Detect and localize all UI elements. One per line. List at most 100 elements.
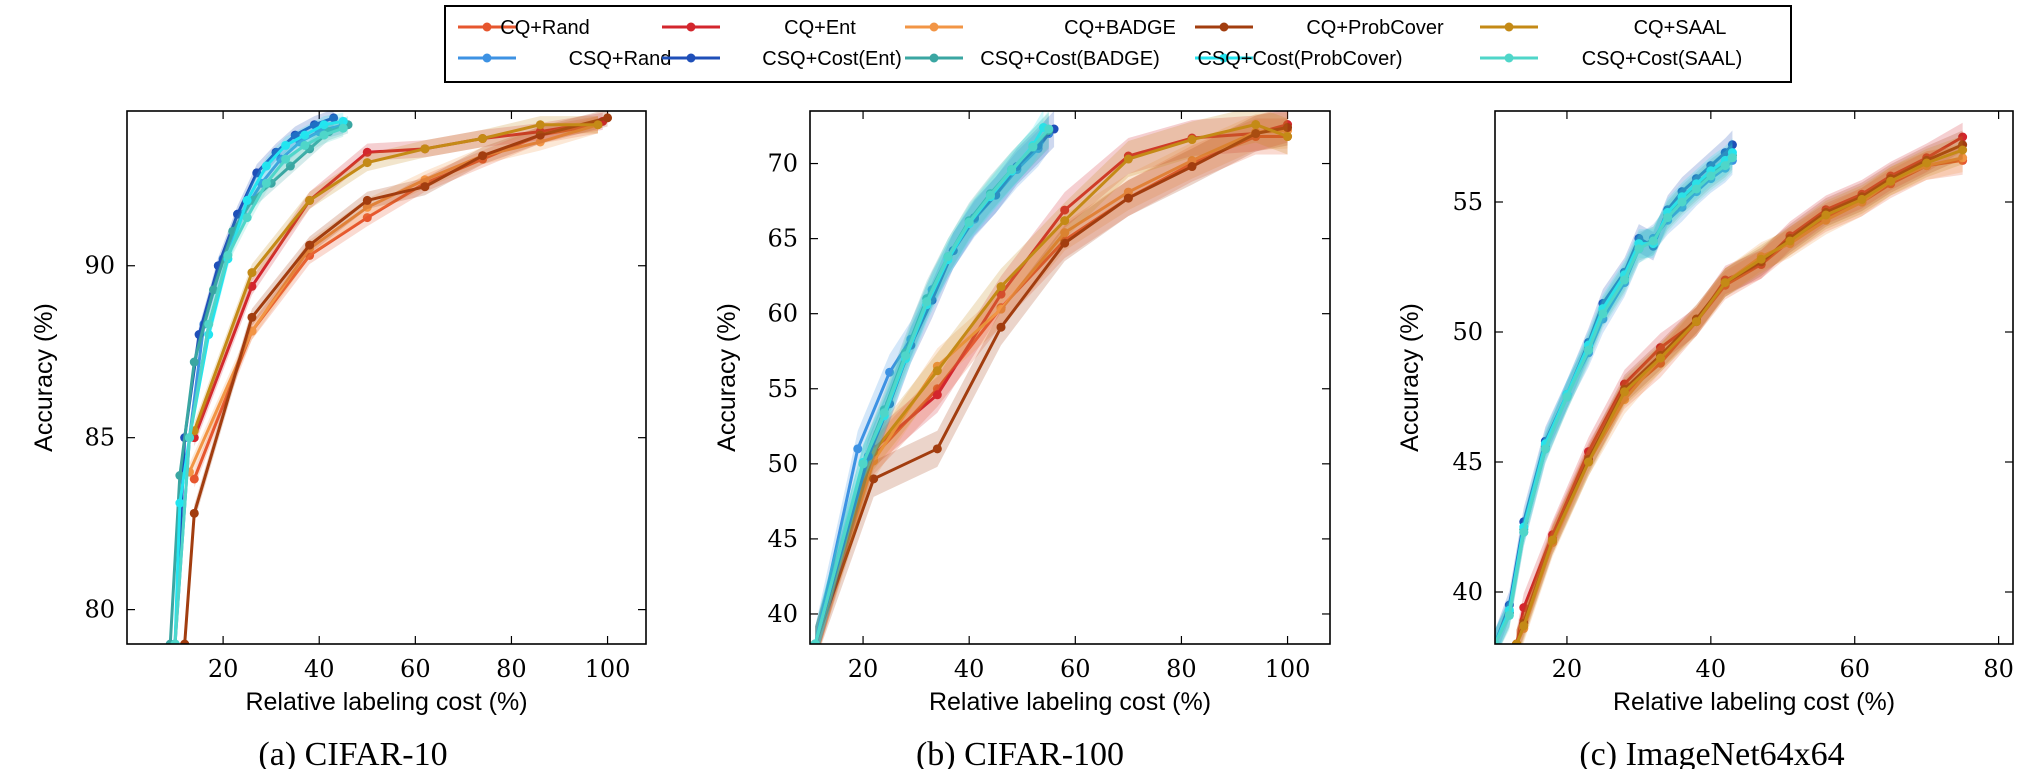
series-band: [1516, 135, 1963, 644]
data-point: [209, 285, 218, 295]
data-point: [305, 240, 315, 250]
plot-area: [810, 111, 1293, 644]
panel-caption: (b) CIFAR-100: [916, 736, 1124, 769]
chart-panel-cifar100: 20 40 60 80 100 40 45 50 55 60 65 70 Relative labeli…: [713, 110, 1331, 769]
series-cq-saal: [189, 116, 603, 440]
data-point: [535, 137, 545, 147]
x-tick-label: 80: [1166, 655, 1197, 683]
data-point: [1648, 236, 1658, 246]
data-point: [932, 444, 942, 454]
data-point: [603, 113, 613, 123]
legend-label-csq-cost-badge: CSQ+Cost(BADGE): [980, 48, 1159, 70]
x-tick-label: 60: [1839, 655, 1870, 683]
x-tick-label: 60: [1060, 655, 1091, 683]
x-axis-label: Relative labeling cost (%): [929, 688, 1211, 716]
data-point: [180, 639, 190, 644]
x-tick-label: 20: [1552, 655, 1583, 683]
series-line: [192, 123, 598, 432]
data-point: [535, 120, 545, 130]
series-band: [1516, 130, 1963, 644]
series-line: [1495, 156, 1734, 644]
data-point: [329, 113, 339, 123]
data-point: [319, 120, 329, 130]
data-point: [1060, 205, 1070, 215]
x-axis-label: Relative labeling cost (%): [245, 688, 527, 716]
y-tick-label: 80: [84, 596, 115, 624]
data-point: [285, 161, 295, 171]
data-point: [1028, 142, 1038, 152]
series-cq-saal: [810, 111, 1293, 644]
data-point: [338, 116, 348, 126]
data-point: [1540, 444, 1550, 454]
series-csq-cost-saal: [810, 111, 1054, 644]
data-point: [1655, 343, 1665, 353]
data-point: [901, 351, 911, 361]
legend-marker-csq-cost-badge: [929, 53, 939, 63]
data-point: [189, 474, 199, 484]
data-point: [175, 498, 185, 508]
series-band: [1516, 143, 1963, 644]
data-point: [242, 213, 252, 223]
data-point: [1691, 184, 1701, 194]
series-line: [173, 126, 344, 644]
data-point: [204, 319, 214, 329]
data-point: [1504, 610, 1514, 620]
data-point: [1634, 244, 1644, 254]
x-tick-label: 80: [496, 655, 527, 683]
data-point: [1691, 317, 1701, 327]
data-point: [1283, 123, 1293, 133]
data-point: [420, 182, 430, 192]
series-cq-probcover: [180, 111, 613, 644]
data-point: [1562, 392, 1572, 402]
data-point: [1821, 210, 1831, 220]
data-point: [535, 130, 545, 140]
y-tick-label: 60: [767, 300, 798, 328]
data-point: [1922, 158, 1932, 168]
legend-label-cq-probcover: CQ+ProbCover: [1306, 17, 1444, 39]
data-point: [247, 268, 257, 278]
data-point: [170, 639, 180, 644]
series-cq-saal: [1512, 135, 1968, 644]
series-band: [815, 111, 1049, 644]
y-tick-label: 50: [767, 450, 798, 478]
data-point: [593, 120, 603, 130]
plot-area: [1495, 122, 1968, 644]
data-point: [420, 175, 430, 185]
data-point: [1251, 129, 1261, 139]
series-band: [815, 111, 1055, 644]
data-point: [1519, 621, 1529, 631]
series-line: [1515, 158, 1963, 644]
data-point: [1187, 162, 1197, 172]
legend-label-cq-saal: CQ+SAAL: [1634, 17, 1727, 39]
series-line: [1515, 148, 1964, 644]
legend-marker-csq-cost-saal: [1504, 53, 1514, 63]
data-point: [184, 433, 194, 443]
data-point: [1283, 132, 1293, 142]
data-point: [189, 508, 199, 518]
data-point: [1663, 213, 1673, 223]
axes-frame: [126, 110, 647, 645]
x-tick-label: 40: [954, 655, 985, 683]
data-point: [1720, 161, 1730, 171]
legend-marker-csq-rand: [482, 53, 492, 63]
data-point: [247, 312, 257, 322]
data-point: [1584, 345, 1594, 355]
data-point: [362, 158, 372, 168]
data-point: [943, 252, 953, 262]
series-band: [815, 115, 1049, 644]
series-band: [1516, 122, 1963, 644]
data-point: [1060, 216, 1070, 226]
data-point: [362, 202, 372, 212]
data-point: [1857, 194, 1867, 204]
data-point: [1123, 193, 1133, 203]
x-tick-label: 40: [1696, 655, 1727, 683]
legend-marker-cq-probcover: [1219, 22, 1229, 32]
data-point: [922, 297, 932, 307]
legend-label-csq-cost-probcover: CSQ+Cost(ProbCover): [1197, 48, 1402, 70]
data-point: [932, 366, 942, 376]
y-tick-label: 90: [84, 252, 115, 280]
legend-label-cq-ent: CQ+Ent: [784, 17, 856, 39]
y-tick-label: 70: [767, 150, 798, 178]
legend-label-cq-badge: CQ+BADGE: [1064, 17, 1176, 39]
